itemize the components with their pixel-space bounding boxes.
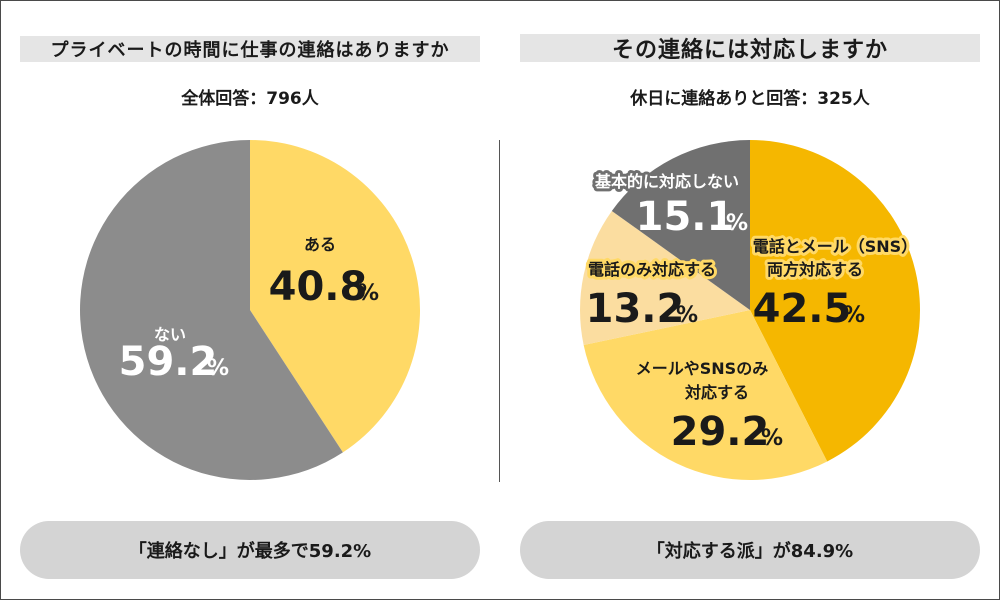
pie-slice-1-3 bbox=[611, 140, 750, 310]
right-respondent-count: 休日に連絡ありと回答：325人 bbox=[630, 89, 870, 109]
pie-slice-0-1 bbox=[79, 140, 343, 481]
slice-label-1-2-line-0: 電話のみ対応する bbox=[588, 260, 716, 279]
pie-slice-0-0 bbox=[250, 140, 420, 453]
slice-unit-0-1: % bbox=[207, 356, 229, 381]
slice-unit-0-0: % bbox=[357, 281, 379, 306]
left-summary-pill: 「連絡なし」が最多で59.2% bbox=[20, 521, 480, 579]
slice-label-1-0-line-0: 電話とメール（SNS） bbox=[753, 237, 917, 256]
slice-value-0-1: 59.2 bbox=[119, 339, 218, 385]
slice-unit-1-1: % bbox=[761, 426, 783, 451]
slice-value-1-3: 15.1 bbox=[636, 194, 735, 240]
slice-value-0-0: 40.8 bbox=[269, 264, 368, 310]
pie-slice-1-0 bbox=[750, 140, 920, 462]
slice-unit-1-2: % bbox=[676, 303, 698, 328]
slice-label-0-1-line-0: ない bbox=[154, 325, 186, 344]
slice-label-1-0-line-1: 両方対応する bbox=[767, 260, 863, 279]
left-chart-title: プライベートの時間に仕事の連絡はありますか bbox=[20, 36, 480, 62]
pie-slice-1-1 bbox=[583, 310, 828, 480]
slice-label-1-3-line-0: 基本的に対応しない bbox=[594, 172, 739, 191]
pie-slice-1-2 bbox=[580, 210, 750, 345]
slice-unit-1-0: % bbox=[843, 303, 865, 328]
slice-value-1-1: 29.2 bbox=[671, 409, 770, 455]
right-summary-pill: 「対応する派」が84.9% bbox=[520, 521, 980, 579]
slice-value-1-0: 42.5 bbox=[753, 286, 852, 332]
right-chart-title: その連絡には対応しますか bbox=[520, 34, 980, 63]
panel-divider bbox=[499, 140, 500, 482]
slice-unit-1-3: % bbox=[726, 211, 748, 236]
slice-label-1-1-line-1: 対応する bbox=[684, 383, 749, 402]
slice-label-1-1-line-0: メールやSNSのみ bbox=[636, 359, 768, 378]
slice-value-1-2: 13.2 bbox=[586, 286, 685, 332]
left-respondent-count: 全体回答：796人 bbox=[181, 89, 319, 109]
slice-label-0-0-line-0: ある bbox=[304, 235, 336, 254]
